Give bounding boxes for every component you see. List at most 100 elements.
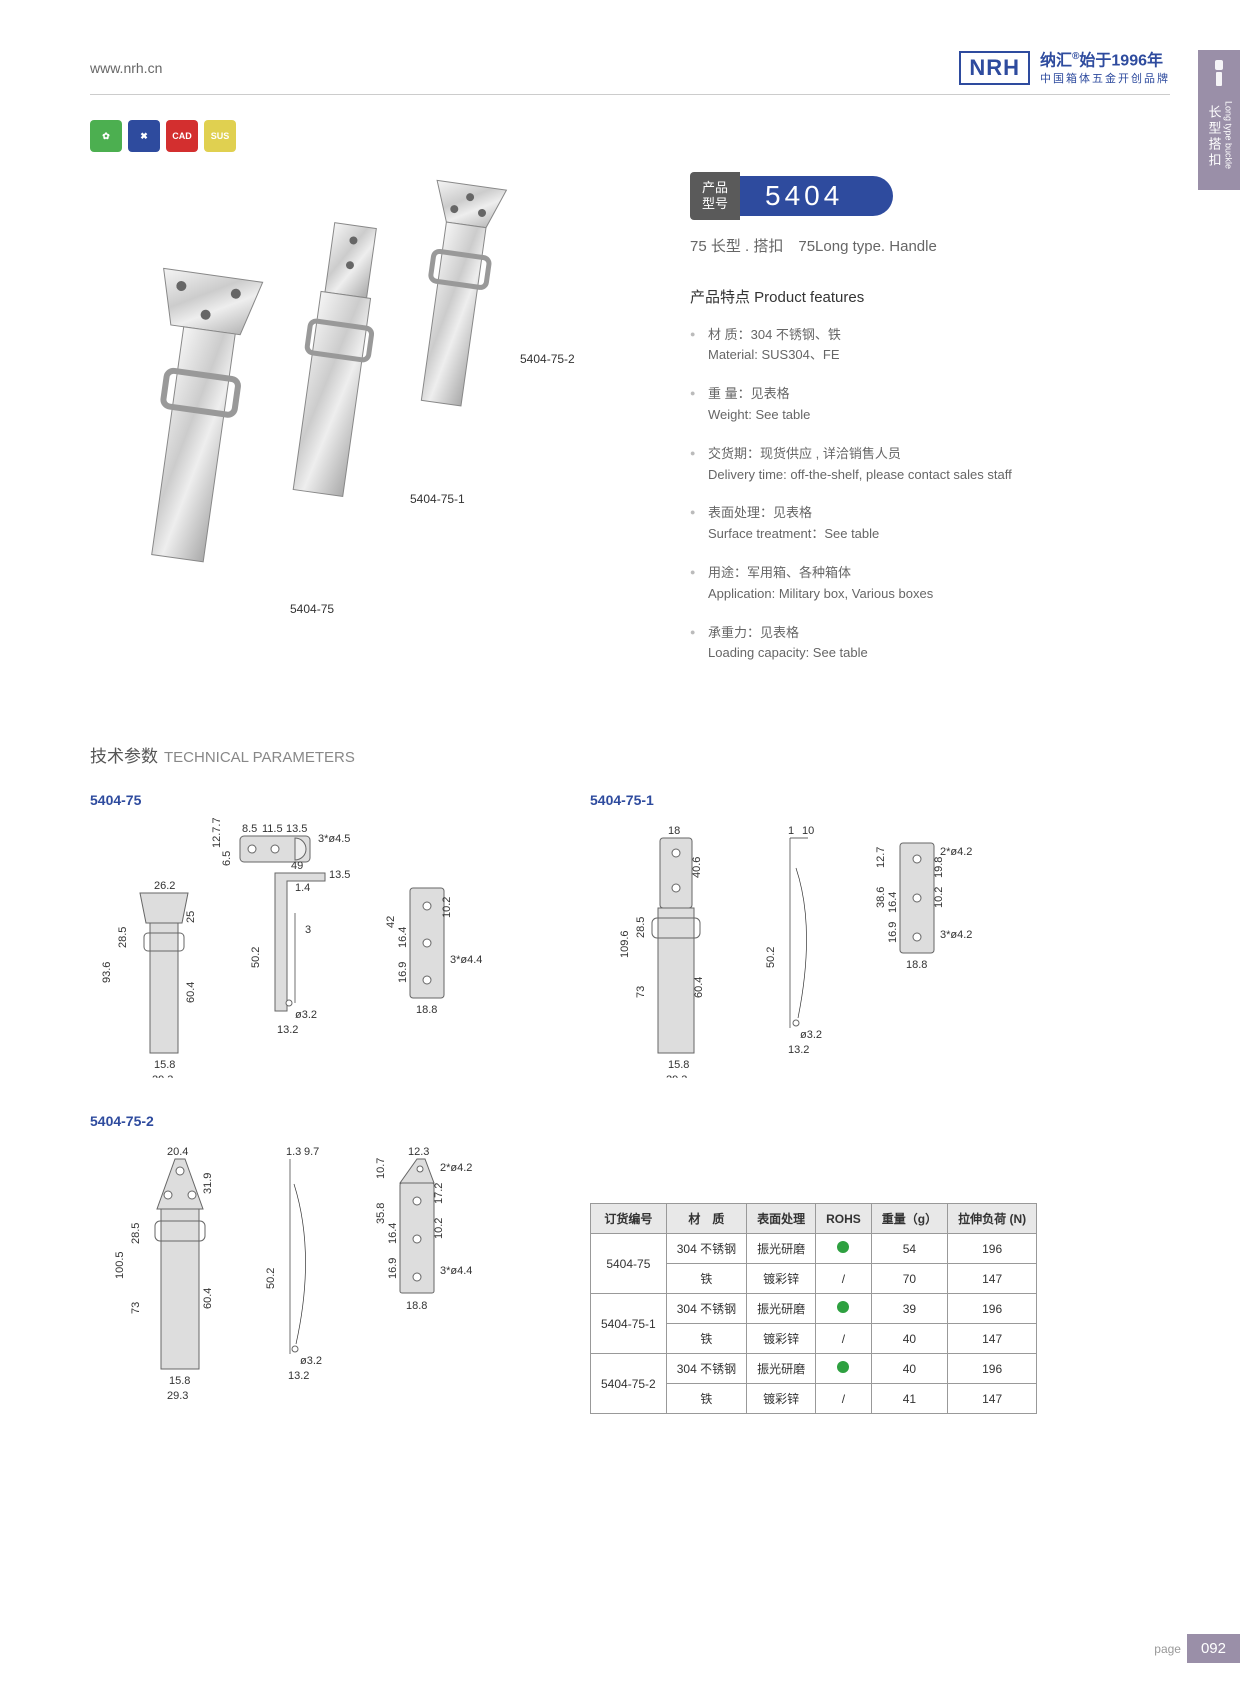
svg-text:11.5: 11.5 — [262, 823, 283, 835]
svg-text:13.2: 13.2 — [288, 1370, 309, 1382]
feature-item: 重 量：见表格Weight: See table — [690, 384, 1170, 426]
drawing-5404-75-2: 5404-75-2 20.4 31.9 100.5 28.5 73 60.4 1… — [90, 1113, 530, 1414]
features-list: 材 质：304 不锈钢、铁Material: SUS304、FE 重 量：见表格… — [690, 325, 1170, 665]
photo-label-1: 5404-75-2 — [520, 352, 575, 366]
svg-text:10.2: 10.2 — [933, 887, 945, 908]
product-info: 产品型号 5404 75 长型 . 搭扣 75Long type. Handle… — [690, 172, 1170, 682]
svg-text:16.9: 16.9 — [387, 1258, 399, 1279]
rohs-dot-icon — [837, 1301, 849, 1313]
svg-text:15.8: 15.8 — [668, 1059, 689, 1071]
svg-text:2*ø4.2: 2*ø4.2 — [440, 1162, 472, 1174]
photo-label-2: 5404-75-1 — [410, 492, 465, 506]
svg-text:10.7: 10.7 — [375, 1158, 387, 1179]
page-number: 092 — [1187, 1634, 1240, 1663]
svg-text:26.2: 26.2 — [154, 880, 175, 892]
drawing-5404-75-1: 5404-75-1 18 40.6 109.6 28.5 73 60.4 15.… — [590, 792, 1030, 1083]
svg-text:17.2: 17.2 — [433, 1183, 445, 1204]
svg-text:100.5: 100.5 — [114, 1252, 126, 1280]
svg-text:35.8: 35.8 — [375, 1203, 387, 1224]
svg-text:28.5: 28.5 — [117, 927, 129, 948]
svg-text:10.2: 10.2 — [433, 1218, 445, 1239]
svg-text:18.8: 18.8 — [906, 959, 927, 971]
svg-text:60.4: 60.4 — [693, 977, 705, 998]
svg-text:73: 73 — [130, 1302, 142, 1314]
feature-item: 承重力：见表格Loading capacity: See table — [690, 623, 1170, 665]
svg-text:18: 18 — [668, 825, 680, 837]
svg-text:3*ø4.2: 3*ø4.2 — [940, 929, 972, 941]
svg-text:13.5: 13.5 — [329, 869, 350, 881]
svg-text:1.3: 1.3 — [286, 1146, 301, 1158]
latch-icon — [1208, 58, 1230, 88]
feature-badges: ✿ ✖ CAD SUS — [90, 120, 1170, 152]
logo-area: NRH 纳汇®始于1996年 中国箱体五金开创品牌 — [959, 50, 1170, 86]
svg-text:8.5: 8.5 — [242, 823, 257, 835]
svg-text:10: 10 — [802, 825, 814, 837]
badge-cad-icon: CAD — [166, 120, 198, 152]
model-subtitle: 75 长型 . 搭扣 75Long type. Handle — [690, 235, 1170, 256]
model-tag: 产品型号 — [690, 172, 740, 219]
svg-text:12.7: 12.7 — [875, 847, 887, 868]
svg-text:29.3: 29.3 — [167, 1390, 188, 1402]
svg-text:16.4: 16.4 — [397, 927, 409, 948]
tech-params-title: 技术参数TECHNICAL PARAMETERS — [90, 742, 1170, 767]
rohs-dot-icon — [837, 1241, 849, 1253]
svg-text:20.4: 20.4 — [167, 1146, 188, 1158]
svg-text:60.4: 60.4 — [185, 982, 197, 1003]
feature-item: 材 质：304 不锈钢、铁Material: SUS304、FE — [690, 325, 1170, 367]
svg-text:109.6: 109.6 — [619, 931, 631, 959]
svg-text:60.4: 60.4 — [202, 1288, 214, 1309]
svg-text:3*ø4.4: 3*ø4.4 — [450, 954, 482, 966]
spec-table-block: 订货编号材 质表面处理 ROHS重量（g）拉伸负荷 (N) 5404-75304… — [590, 1183, 1037, 1414]
svg-text:2*ø4.2: 2*ø4.2 — [940, 846, 972, 858]
svg-text:15.8: 15.8 — [169, 1375, 190, 1387]
feature-item: 交货期：现货供应 , 详洽销售人员Delivery time: off-the-… — [690, 444, 1170, 486]
svg-text:6.5: 6.5 — [221, 851, 233, 866]
svg-text:13.2: 13.2 — [788, 1044, 809, 1056]
svg-text:28.5: 28.5 — [130, 1223, 142, 1244]
svg-text:10.2: 10.2 — [441, 897, 453, 918]
svg-text:1.4: 1.4 — [295, 882, 310, 894]
feature-item: 表面处理：见表格Surface treatment：See table — [690, 503, 1170, 545]
svg-text:29.3: 29.3 — [152, 1074, 173, 1078]
svg-text:25: 25 — [185, 911, 197, 923]
logo-mark: NRH — [959, 51, 1030, 85]
svg-text:29.3: 29.3 — [666, 1074, 687, 1078]
svg-text:18.8: 18.8 — [406, 1300, 427, 1312]
svg-text:3*ø4.5: 3*ø4.5 — [318, 833, 350, 845]
features-title: 产品特点 Product features — [690, 286, 1170, 307]
badge-sus-icon: SUS — [204, 120, 236, 152]
svg-text:38.6: 38.6 — [875, 887, 887, 908]
svg-text:ø3.2: ø3.2 — [800, 1029, 822, 1041]
brand-text: 纳汇®始于1996年 中国箱体五金开创品牌 — [1040, 50, 1170, 86]
svg-text:12.7.7: 12.7.7 — [211, 818, 223, 848]
svg-text:19.8: 19.8 — [933, 857, 945, 878]
rohs-dot-icon — [837, 1361, 849, 1373]
svg-text:12.3: 12.3 — [408, 1146, 429, 1158]
svg-text:50.2: 50.2 — [765, 947, 777, 968]
svg-text:9.7: 9.7 — [304, 1146, 319, 1158]
svg-text:3*ø4.4: 3*ø4.4 — [440, 1265, 472, 1277]
drawing-5404-75: 5404-75 8.511.513.5 3*ø4.5 12.7.7 6.5 26… — [90, 792, 530, 1083]
page-header: www.nrh.cn NRH 纳汇®始于1996年 中国箱体五金开创品牌 — [90, 50, 1170, 95]
badge-eco-icon: ✿ — [90, 120, 122, 152]
svg-text:16.4: 16.4 — [387, 1223, 399, 1244]
svg-text:1: 1 — [788, 825, 794, 837]
spec-table: 订货编号材 质表面处理 ROHS重量（g）拉伸负荷 (N) 5404-75304… — [590, 1203, 1037, 1414]
svg-text:31.9: 31.9 — [202, 1173, 214, 1194]
photo-label-3: 5404-75 — [290, 602, 334, 616]
svg-text:73: 73 — [635, 986, 647, 998]
product-photo: 5404-75-2 5404-75-1 5404-75 — [90, 172, 660, 652]
feature-item: 用途：军用箱、各种箱体Application: Military box, Va… — [690, 563, 1170, 605]
category-side-tab: 长型搭扣Long type buckle — [1198, 50, 1240, 190]
svg-text:16.4: 16.4 — [887, 892, 899, 913]
model-number: 5404 — [740, 176, 893, 216]
svg-text:ø3.2: ø3.2 — [300, 1355, 322, 1367]
svg-text:49: 49 — [291, 860, 303, 872]
svg-text:50.2: 50.2 — [265, 1268, 277, 1289]
svg-text:16.9: 16.9 — [887, 922, 899, 943]
badge-tool-icon: ✖ — [128, 120, 160, 152]
svg-text:16.9: 16.9 — [397, 962, 409, 983]
svg-text:15.8: 15.8 — [154, 1059, 175, 1071]
page-footer: page 092 — [1154, 1634, 1240, 1663]
svg-text:18.8: 18.8 — [416, 1004, 437, 1016]
